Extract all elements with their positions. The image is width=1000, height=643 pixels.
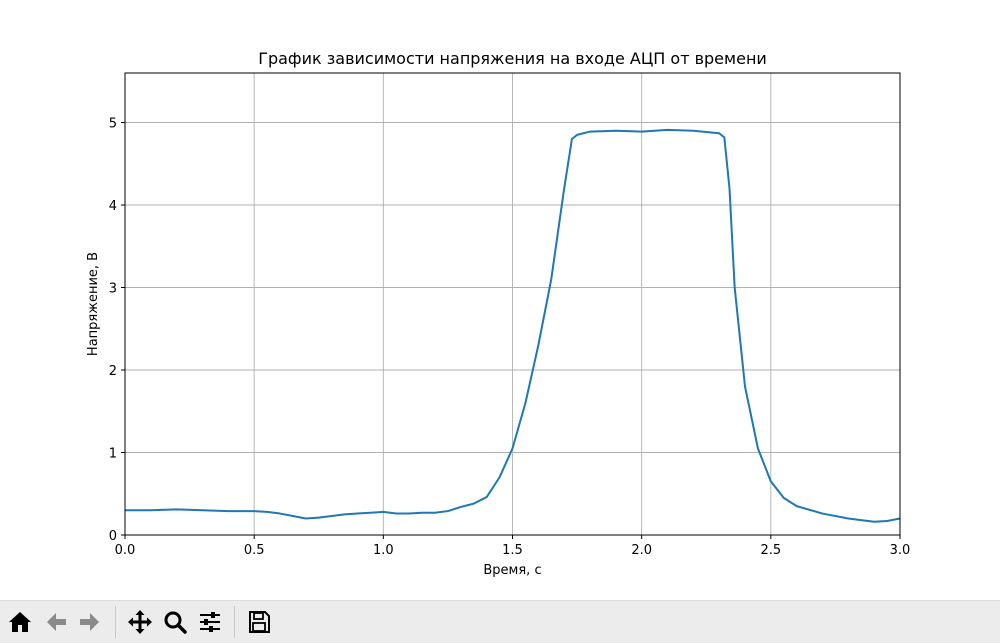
arrow-right-icon bbox=[80, 613, 99, 631]
home-button[interactable] bbox=[4, 606, 36, 638]
series-layer bbox=[124, 128, 901, 523]
figure: 0.0 0.5 1.0 1.5 2.0 2.5 3.0 0 1 2 3 4 5 График завис… bbox=[86, 49, 911, 578]
ticks: 0.0 0.5 1.0 1.5 2.0 2.5 3.0 0 1 2 3 4 5 bbox=[109, 117, 911, 559]
x-axis-label: Время, с bbox=[483, 563, 541, 578]
y-tick-label: 3 bbox=[109, 282, 117, 297]
x-tick-label: 2.5 bbox=[760, 543, 781, 558]
y-axis-label: Напряжение, В bbox=[86, 252, 101, 356]
y-tick-label: 1 bbox=[109, 447, 117, 462]
y-tick-label: 4 bbox=[109, 199, 117, 214]
x-tick-label: 3.0 bbox=[890, 543, 911, 558]
back-button[interactable] bbox=[40, 606, 72, 638]
magnifier-icon bbox=[164, 611, 187, 634]
toolbar-separator bbox=[234, 606, 235, 638]
y-tick-label: 0 bbox=[109, 529, 117, 544]
move-icon bbox=[128, 610, 152, 634]
save-button[interactable] bbox=[243, 606, 275, 638]
toolbar-separator bbox=[115, 606, 116, 638]
x-tick-label: 1.5 bbox=[502, 543, 523, 558]
pan-button[interactable] bbox=[124, 606, 156, 638]
arrow-left-icon bbox=[47, 613, 66, 631]
floppy-disk-icon bbox=[249, 611, 270, 633]
zoom-button[interactable] bbox=[159, 606, 191, 638]
x-tick-label: 0.5 bbox=[244, 543, 265, 558]
sliders-icon bbox=[200, 612, 220, 632]
y-tick-label: 2 bbox=[109, 364, 117, 379]
forward-button[interactable] bbox=[74, 606, 106, 638]
configure-subplots-button[interactable] bbox=[194, 606, 226, 638]
y-tick-label: 5 bbox=[109, 117, 117, 132]
x-tick-label: 0.0 bbox=[115, 543, 136, 558]
chart-svg: 0.0 0.5 1.0 1.5 2.0 2.5 3.0 0 1 2 3 4 5 График завис… bbox=[86, 49, 911, 578]
x-tick-label: 1.0 bbox=[373, 543, 394, 558]
x-tick-label: 2.0 bbox=[631, 543, 652, 558]
navigation-toolbar bbox=[0, 600, 1000, 643]
home-icon bbox=[9, 612, 31, 632]
chart-title: График зависимости напряжения на входе А… bbox=[258, 49, 767, 68]
